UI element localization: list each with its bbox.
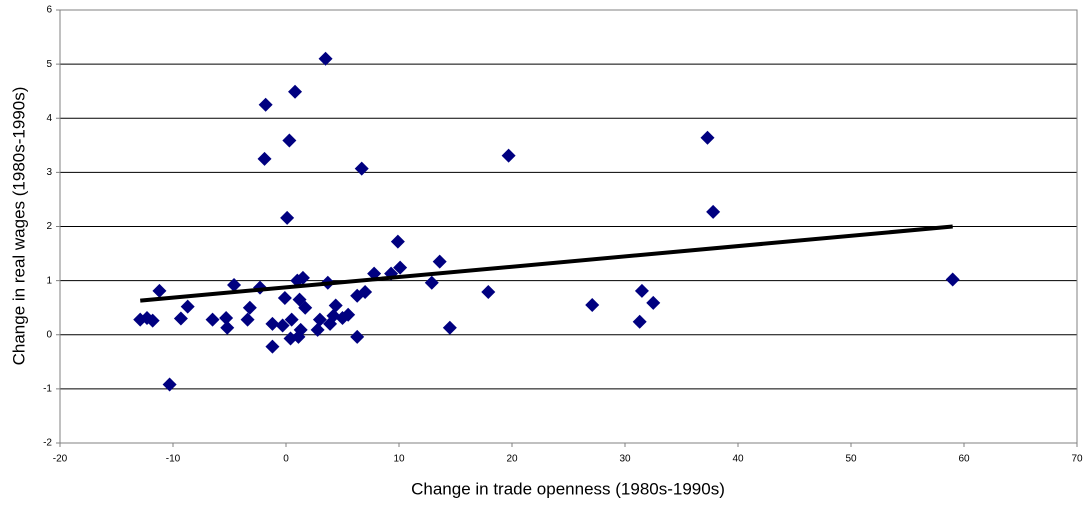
- y-axis-label: Change in real wages (1980s-1990s): [9, 87, 28, 366]
- point: [318, 51, 333, 66]
- y-tick-label: 2: [46, 221, 52, 232]
- y-tick-label: -2: [43, 438, 52, 449]
- point: [242, 300, 257, 315]
- point: [180, 299, 195, 314]
- y-tick-label: -1: [43, 384, 52, 395]
- point: [706, 204, 721, 219]
- point: [328, 298, 343, 313]
- point: [275, 318, 290, 333]
- x-tick-label: 60: [958, 454, 970, 465]
- point: [173, 311, 188, 326]
- point: [293, 322, 308, 337]
- point: [288, 84, 303, 99]
- plot-frame: [59, 9, 1078, 444]
- point: [350, 329, 365, 344]
- x-tick-label: 20: [506, 454, 518, 465]
- point: [424, 275, 439, 290]
- point: [358, 284, 373, 299]
- point: [257, 151, 272, 166]
- point: [280, 210, 295, 225]
- x-tick-label: 30: [619, 454, 631, 465]
- point: [145, 313, 160, 328]
- y-tick-label: 5: [46, 59, 52, 70]
- point: [442, 320, 457, 335]
- point: [632, 314, 647, 329]
- point: [312, 312, 327, 327]
- point: [265, 339, 280, 354]
- x-tick-label: -20: [53, 454, 68, 465]
- trend-line: [140, 224, 953, 303]
- point: [258, 97, 273, 112]
- point: [284, 312, 299, 327]
- point: [700, 130, 715, 145]
- point: [585, 297, 600, 312]
- point: [152, 283, 167, 298]
- y-tick-label: 3: [46, 167, 52, 178]
- point: [501, 148, 516, 163]
- point: [265, 316, 280, 331]
- point: [634, 283, 649, 298]
- point: [646, 295, 661, 310]
- x-tick-label: -10: [166, 454, 181, 465]
- x-tick-label: 10: [393, 454, 405, 465]
- point: [390, 234, 405, 249]
- point: [481, 284, 496, 299]
- point: [227, 277, 242, 292]
- x-tick-label: 40: [732, 454, 744, 465]
- y-tick-label: 6: [46, 5, 52, 16]
- point: [393, 260, 408, 275]
- point: [220, 320, 235, 335]
- point: [295, 270, 310, 285]
- x-tick-label: 0: [283, 454, 289, 465]
- point: [341, 307, 356, 322]
- y-tick-label: 0: [46, 329, 52, 340]
- point: [240, 312, 255, 327]
- point: [298, 300, 313, 315]
- x-tick-label: 70: [1071, 454, 1083, 465]
- y-tick-label: 1: [46, 275, 52, 286]
- point: [354, 161, 369, 176]
- point: [205, 312, 220, 327]
- point: [282, 133, 297, 148]
- point: [945, 272, 960, 287]
- point: [219, 310, 234, 325]
- x-axis-label: Change in trade openness (1980s-1990s): [411, 479, 725, 498]
- y-tick-label: 4: [46, 113, 52, 124]
- x-tick-label: 50: [845, 454, 857, 465]
- point: [432, 254, 447, 269]
- point: [162, 377, 177, 392]
- point: [277, 290, 292, 305]
- point: [310, 322, 325, 337]
